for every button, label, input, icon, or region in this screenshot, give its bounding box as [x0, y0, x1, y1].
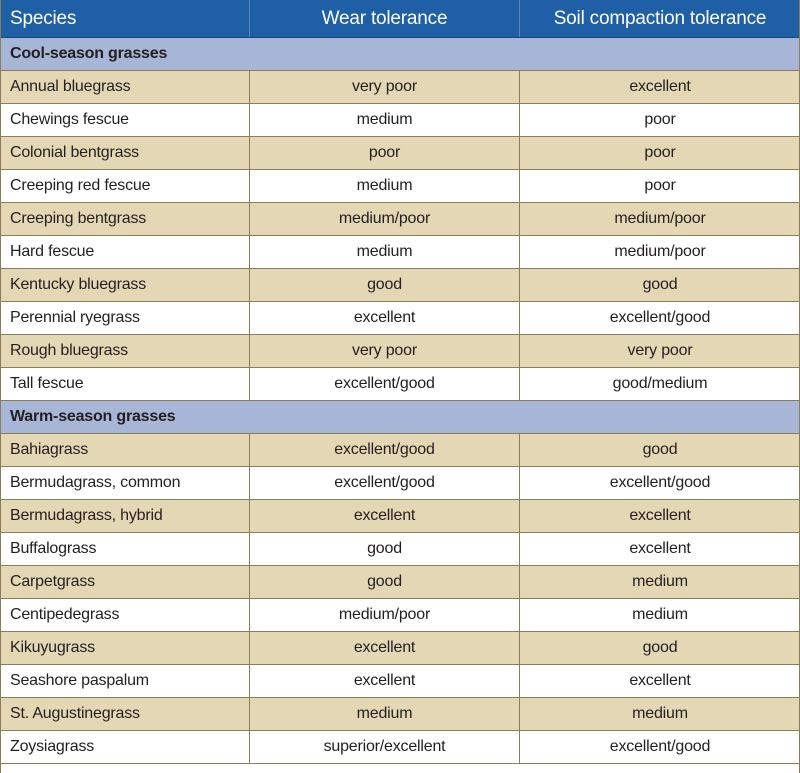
- species-cell: Bermudagrass, common: [0, 467, 250, 499]
- species-cell: Carpetgrass: [0, 566, 250, 598]
- compaction-tolerance-cell: excellent: [629, 672, 691, 689]
- wear-tolerance-cell: medium: [250, 104, 520, 136]
- species-cell: Tall fescue: [0, 368, 250, 400]
- compaction-tolerance-cell: medium: [632, 606, 688, 623]
- species-cell: Centipedegrass: [0, 599, 250, 631]
- table-row: Perennial ryegrass excellent excellent/goo…: [0, 302, 800, 335]
- compaction-tolerance-cell: good: [642, 276, 678, 293]
- table-row: Annual bluegrass very poor excellent: [0, 71, 800, 104]
- table-row: Bermudagrass, common excellent/good excell…: [0, 467, 800, 500]
- table-row: Kentucky bluegrass good good: [0, 269, 800, 302]
- wear-tolerance-cell: good: [250, 566, 520, 598]
- species-cell: Colonial bentgrass: [0, 137, 250, 169]
- wear-tolerance-cell: good: [250, 269, 520, 301]
- table-row: Zoysiagrass superior/excellent excellent/g…: [0, 731, 800, 764]
- compaction-tolerance-cell: good: [642, 639, 678, 656]
- wear-tolerance-cell: excellent: [250, 302, 520, 334]
- wear-tolerance-cell: very poor: [250, 71, 520, 103]
- table-row: Carpetgrass good medium: [0, 566, 800, 599]
- table-body: Cool-season grasses Annual bluegrass very …: [0, 38, 800, 764]
- wear-tolerance-cell: excellent/good: [250, 434, 520, 466]
- wear-tolerance-cell: medium/poor: [250, 599, 520, 631]
- species-cell: Hard fescue: [0, 236, 250, 268]
- section-header: Warm-season grasses: [0, 401, 800, 434]
- species-cell: Seashore paspalum: [0, 665, 250, 697]
- compaction-tolerance-cell: good/medium: [612, 375, 708, 392]
- section-header: Cool-season grasses: [0, 38, 800, 71]
- compaction-tolerance-cell: excellent: [629, 507, 691, 524]
- table-row: Rough bluegrass very poor very poor: [0, 335, 800, 368]
- compaction-tolerance-cell: excellent/good: [609, 738, 711, 755]
- compaction-tolerance-cell: excellent/good: [609, 309, 711, 326]
- species-cell: Buffalograss: [0, 533, 250, 565]
- species-cell: Creeping red fescue: [0, 170, 250, 202]
- wear-tolerance-cell: very poor: [250, 335, 520, 367]
- table-row: Buffalograss good excellent: [0, 533, 800, 566]
- compaction-tolerance-cell: medium: [632, 705, 688, 722]
- compaction-tolerance-cell: very poor: [627, 342, 693, 359]
- compaction-tolerance-cell: poor: [644, 144, 676, 161]
- header-soil-compaction-tolerance: Soil compaction tolerance: [553, 7, 767, 29]
- wear-tolerance-cell: medium: [250, 236, 520, 268]
- wear-tolerance-cell: excellent/good: [250, 368, 520, 400]
- table-row: Centipedegrass medium/poor medium: [0, 599, 800, 632]
- compaction-tolerance-cell: excellent/good: [609, 474, 711, 491]
- wear-tolerance-cell: superior/excellent: [250, 731, 520, 763]
- table-row: Kikuyugrass excellent good: [0, 632, 800, 665]
- species-cell: Bermudagrass, hybrid: [0, 500, 250, 532]
- compaction-tolerance-cell: medium/poor: [614, 243, 706, 260]
- species-cell: Kikuyugrass: [0, 632, 250, 664]
- table-row: St. Augustinegrass medium medium: [0, 698, 800, 731]
- species-cell: Zoysiagrass: [0, 731, 250, 763]
- species-cell: Rough bluegrass: [0, 335, 250, 367]
- compaction-tolerance-cell: excellent: [629, 540, 691, 557]
- table-row: Hard fescue medium medium/poor: [0, 236, 800, 269]
- compaction-tolerance-cell: poor: [644, 177, 676, 194]
- compaction-tolerance-cell: medium: [632, 573, 688, 590]
- wear-tolerance-cell: medium: [250, 698, 520, 730]
- table-row: Bermudagrass, hybrid excellent excellent: [0, 500, 800, 533]
- wear-tolerance-cell: excellent: [250, 665, 520, 697]
- header-wear-tolerance: Wear tolerance: [250, 0, 520, 37]
- table-row: Seashore paspalum excellent excellent: [0, 665, 800, 698]
- wear-tolerance-cell: medium: [250, 170, 520, 202]
- compaction-tolerance-cell: good: [642, 441, 678, 458]
- table-row: Chewings fescue medium poor: [0, 104, 800, 137]
- compaction-tolerance-cell: medium/poor: [614, 210, 706, 227]
- table-row: Creeping red fescue medium poor: [0, 170, 800, 203]
- table-row: Tall fescue excellent/good good/medium: [0, 368, 800, 401]
- wear-tolerance-cell: excellent: [250, 632, 520, 664]
- species-cell: Bahiagrass: [0, 434, 250, 466]
- species-cell: Perennial ryegrass: [0, 302, 250, 334]
- species-cell: Annual bluegrass: [0, 71, 250, 103]
- wear-tolerance-cell: good: [250, 533, 520, 565]
- wear-tolerance-cell: medium/poor: [250, 203, 520, 235]
- table-row: Creeping bentgrass medium/poor medium/poor: [0, 203, 800, 236]
- species-cell: Kentucky bluegrass: [0, 269, 250, 301]
- species-cell: St. Augustinegrass: [0, 698, 250, 730]
- wear-tolerance-cell: poor: [250, 137, 520, 169]
- table-header: Species Wear tolerance Soil compaction t…: [0, 0, 800, 38]
- table-row: Colonial bentgrass poor poor: [0, 137, 800, 170]
- species-cell: Chewings fescue: [0, 104, 250, 136]
- species-cell: Creeping bentgrass: [0, 203, 250, 235]
- wear-tolerance-cell: excellent/good: [250, 467, 520, 499]
- compaction-tolerance-cell: excellent: [629, 78, 691, 95]
- header-species: Species: [0, 0, 250, 37]
- compaction-tolerance-cell: poor: [644, 111, 676, 128]
- section-title: Cool-season grasses: [10, 45, 168, 62]
- wear-tolerance-cell: excellent: [250, 500, 520, 532]
- section-title: Warm-season grasses: [10, 408, 176, 425]
- table-row: Bahiagrass excellent/good good: [0, 434, 800, 467]
